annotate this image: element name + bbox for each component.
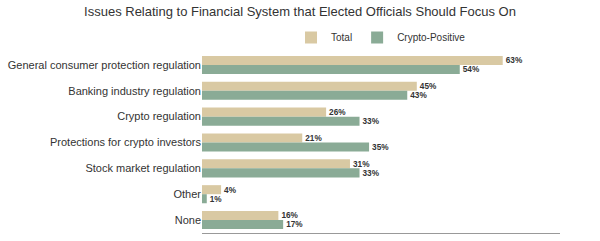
svg-text:Crypto regulation: Crypto regulation [117, 110, 201, 122]
svg-text:Total: Total [331, 32, 352, 43]
svg-text:21%: 21% [305, 134, 322, 143]
svg-text:33%: 33% [363, 169, 380, 178]
svg-text:Other: Other [173, 188, 201, 200]
svg-text:33%: 33% [363, 117, 380, 126]
svg-text:45%: 45% [420, 82, 437, 91]
svg-text:None: None [175, 214, 201, 226]
svg-text:Protections for crypto investo: Protections for crypto investors [50, 136, 202, 148]
svg-text:Crypto-Positive: Crypto-Positive [397, 32, 465, 43]
svg-text:31%: 31% [353, 160, 370, 169]
svg-text:Banking industry regulation: Banking industry regulation [68, 85, 201, 97]
svg-text:17%: 17% [286, 220, 303, 229]
svg-text:43%: 43% [410, 91, 427, 100]
svg-text:1%: 1% [210, 195, 223, 204]
svg-text:General consumer protection re: General consumer protection regulation [8, 59, 201, 71]
svg-text:26%: 26% [329, 108, 346, 117]
svg-text:63%: 63% [506, 56, 523, 65]
svg-text:54%: 54% [463, 65, 480, 74]
svg-text:Stock market regulation: Stock market regulation [85, 162, 201, 174]
svg-text:35%: 35% [372, 143, 389, 152]
svg-text:Issues Relating to Financial S: Issues Relating to Financial System that… [84, 4, 516, 19]
svg-text:4%: 4% [224, 186, 237, 195]
svg-text:16%: 16% [281, 211, 298, 220]
